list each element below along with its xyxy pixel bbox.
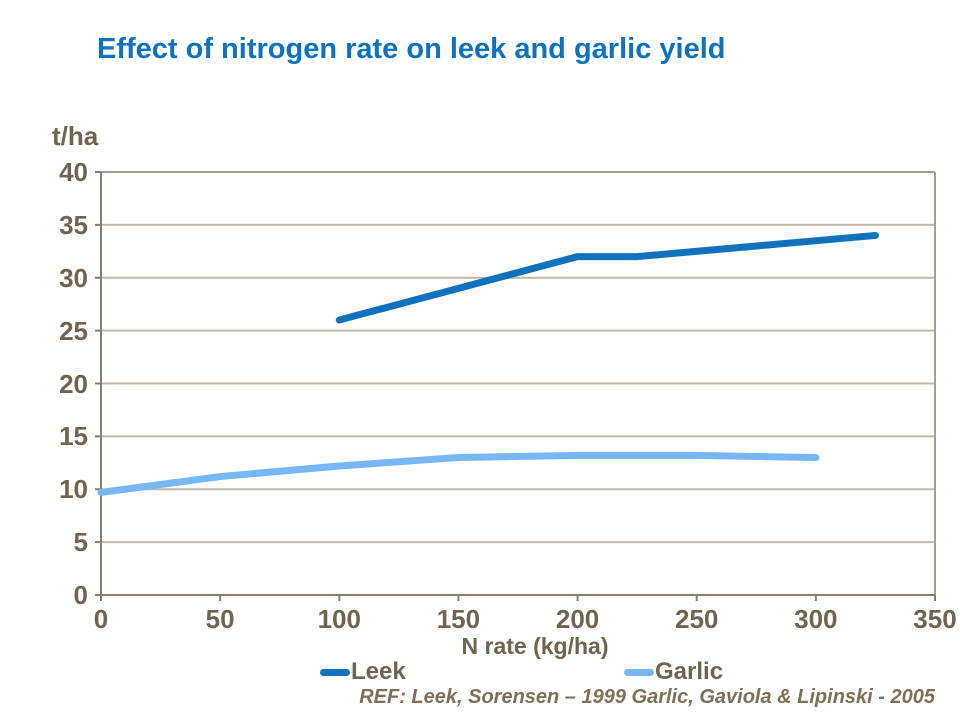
y-tick-label: 20 — [59, 368, 88, 399]
legend-label-garlic: Garlic — [655, 658, 724, 685]
series-line-garlic — [97, 451, 820, 496]
y-tick-label: 0 — [73, 580, 88, 610]
leek-line-swatch-icon — [320, 668, 350, 676]
x-tick-label: 300 — [794, 604, 838, 634]
chart-title: Effect of nitrogen rate on leek and garl… — [97, 33, 726, 65]
y-tick-label: 5 — [73, 527, 88, 558]
x-tick-label: 50 — [205, 604, 235, 634]
y-tick-label: 40 — [59, 157, 88, 187]
series-line-leek — [335, 231, 879, 324]
y-axis-unit-label: t/ha — [52, 121, 99, 151]
x-tick-label: 350 — [913, 604, 957, 634]
y-tick-label: 25 — [59, 315, 88, 346]
x-tick-label: 100 — [317, 604, 361, 634]
legend-item-leek: Leek — [320, 658, 406, 686]
y-tick-label: 15 — [59, 421, 88, 452]
y-tick-label: 10 — [59, 474, 88, 505]
legend-item-garlic: Garlic — [624, 658, 723, 686]
reference-footnote: REF: Leek, Sorensen – 1999 Garlic, Gavio… — [359, 686, 935, 708]
x-axis-title: N rate (kg/ha) — [461, 633, 609, 659]
y-tick-label: 35 — [59, 209, 88, 240]
legend-label-leek: Leek — [351, 658, 406, 685]
x-tick-label: 0 — [93, 604, 109, 634]
garlic-line-swatch-icon — [624, 668, 654, 676]
x-tick-label: 200 — [555, 604, 600, 634]
y-tick-label: 30 — [59, 262, 88, 293]
x-tick-label: 250 — [675, 604, 719, 634]
x-tick-label: 150 — [436, 604, 481, 634]
